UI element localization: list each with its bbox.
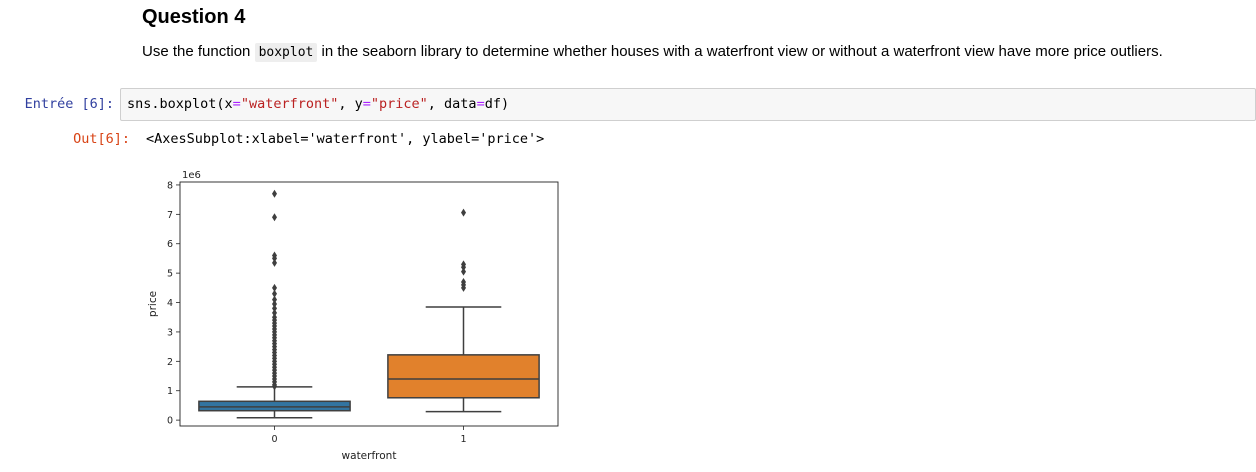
outlier-point <box>461 263 466 272</box>
code-sep: , y <box>338 96 363 112</box>
boxplot-figure: 0 1 2 3 4 5 6 7 8 1e6 price 0 1 waterfront <box>140 166 570 471</box>
code-string: "price" <box>370 96 428 112</box>
instruction-text-before: Use the function <box>142 43 255 60</box>
code-sep: , data <box>427 96 477 112</box>
outlier-point <box>272 308 277 317</box>
code-operator: = <box>362 96 371 112</box>
y-tick-label: 0 <box>167 416 173 427</box>
outlier-point <box>272 258 277 267</box>
code-string: "waterfront" <box>240 96 339 112</box>
y-tick-label: 5 <box>167 269 173 280</box>
question-instruction: Use the function boxplot in the seaborn … <box>142 43 1163 62</box>
output-prompt: Out[6]: <box>73 131 130 147</box>
box-0 <box>198 400 351 412</box>
x-axis-label: waterfront <box>342 450 397 462</box>
input-prompt: Entrée [6]: <box>24 96 114 112</box>
outlier-point <box>272 189 277 198</box>
y-tick-label: 4 <box>167 298 173 309</box>
outlier-point <box>272 283 277 292</box>
code-operator: = <box>476 96 485 112</box>
plot-frame <box>179 181 559 427</box>
code-line[interactable]: sns.boxplot(x="waterfront", y="price", d… <box>127 96 509 112</box>
y-tick-label: 2 <box>167 357 173 368</box>
inline-code-boxplot: boxplot <box>254 43 318 62</box>
outlier-point <box>461 267 466 276</box>
outlier-point <box>272 300 277 308</box>
outlier-point <box>272 304 277 313</box>
outlier-point <box>272 213 277 222</box>
boxplot-chart: 0 1 2 3 4 5 6 7 8 1e6 price 0 1 waterfront <box>147 170 559 462</box>
y-axis-label: price <box>147 291 159 317</box>
outlier-point <box>272 295 277 304</box>
outlier-point <box>272 289 277 298</box>
code-call: sns.boxplot(x <box>127 96 233 112</box>
box-1 <box>387 354 540 399</box>
outlier-point <box>461 208 466 217</box>
outlier-point <box>272 254 277 263</box>
outlier-point <box>272 382 277 391</box>
y-tick-label: 7 <box>167 210 173 221</box>
x-tick-label: 0 <box>271 434 277 445</box>
code-operator: = <box>232 96 241 112</box>
code-end: df) <box>484 96 510 112</box>
question-heading: Question 4 <box>142 6 246 28</box>
instruction-text-after: in the seaborn library to determine whet… <box>317 43 1163 60</box>
y-tick-label: 1 <box>167 386 173 397</box>
output-text: <AxesSubplot:xlabel='waterfront', ylabel… <box>146 131 545 147</box>
y-tick-label: 8 <box>167 180 173 191</box>
outlier-point <box>461 283 466 292</box>
code-cell-input[interactable]: sns.boxplot(x="waterfront", y="price", d… <box>120 88 1256 121</box>
y-tick-label: 6 <box>167 239 173 250</box>
y-tick-label: 3 <box>167 327 173 338</box>
y-offset-label: 1e6 <box>182 170 201 181</box>
x-tick-label: 1 <box>460 434 466 445</box>
